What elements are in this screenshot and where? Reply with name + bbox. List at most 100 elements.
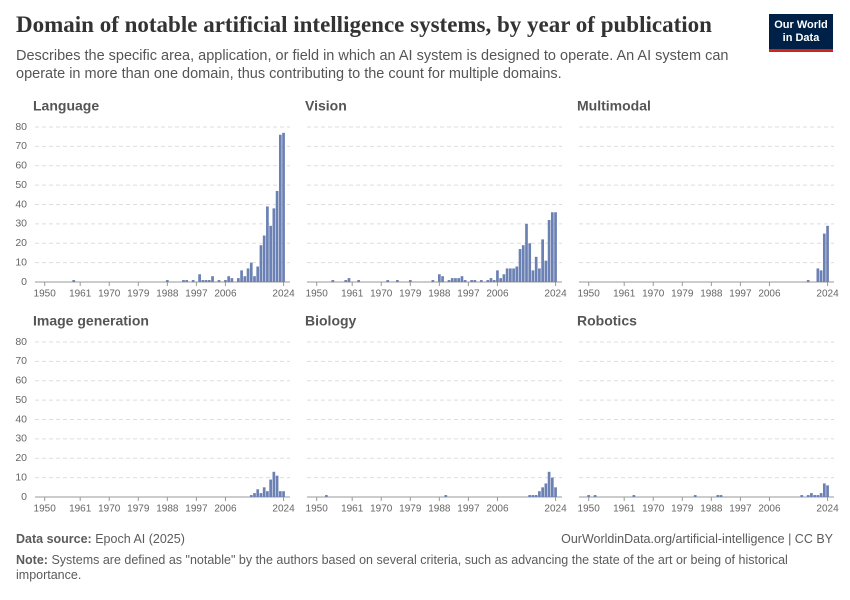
- bar: [499, 278, 503, 282]
- bar: [826, 225, 829, 282]
- bar: [538, 491, 541, 497]
- bar: [554, 212, 557, 282]
- x-tick-label: 2006: [486, 289, 509, 300]
- x-tick-label: 1979: [127, 504, 150, 515]
- y-tick-label: 10: [15, 471, 27, 483]
- bar: [262, 487, 266, 497]
- x-tick-label: 2024: [544, 504, 567, 515]
- bar: [447, 280, 451, 282]
- bar: [819, 270, 823, 282]
- x-tick-label: 1950: [578, 289, 601, 300]
- bar: [272, 208, 276, 282]
- x-tick-label: 1997: [457, 289, 480, 300]
- bar: [246, 268, 250, 282]
- bar: [278, 491, 282, 497]
- source-text: Epoch AI (2025): [95, 532, 185, 546]
- x-tick-label: 1997: [729, 504, 752, 515]
- bar: [460, 276, 464, 282]
- x-tick-label: 1988: [700, 504, 723, 515]
- charts: Language 0 10 20 30 40 50 60 70 80 1950 1961 1970 197…: [15, 98, 839, 515]
- x-tick-label: 2006: [214, 504, 237, 515]
- x-tick-label: 1961: [613, 504, 636, 515]
- bar: [201, 280, 205, 282]
- y-tick-label: 40: [15, 413, 27, 425]
- bar: [282, 491, 285, 497]
- x-tick-label: 1979: [127, 289, 150, 300]
- x-tick-label: 1997: [185, 289, 208, 300]
- bar: [518, 249, 522, 282]
- bar: [806, 495, 810, 497]
- y-tick-label: 0: [21, 491, 27, 503]
- bar: [262, 235, 266, 282]
- x-tick-label: 1961: [69, 504, 92, 515]
- bar: [272, 471, 276, 497]
- bar: [632, 495, 636, 497]
- bar: [544, 260, 548, 282]
- x-tick-label: 1950: [578, 504, 601, 515]
- y-tick-label: 60: [15, 375, 27, 387]
- bar: [816, 268, 820, 282]
- bar: [240, 270, 243, 282]
- bar: [541, 487, 544, 497]
- x-tick-label: 1979: [671, 289, 694, 300]
- bar: [587, 495, 591, 497]
- x-tick-label: 2024: [272, 289, 295, 300]
- bar: [450, 278, 454, 282]
- bar: [266, 491, 269, 497]
- bar: [457, 278, 461, 282]
- bar: [800, 495, 804, 497]
- x-tick-label: 1970: [98, 504, 121, 515]
- bar: [531, 270, 535, 282]
- bar: [550, 212, 554, 282]
- bar: [347, 278, 351, 282]
- x-tick-label: 1988: [156, 504, 179, 515]
- bar: [521, 245, 525, 282]
- bar: [806, 280, 810, 282]
- bar: [534, 495, 538, 497]
- bar: [266, 206, 269, 282]
- title: Domain of notable artificial intelligenc…: [16, 12, 712, 37]
- x-tick-label: 1988: [700, 289, 723, 300]
- bar: [408, 280, 412, 282]
- bar: [185, 280, 189, 282]
- x-tick-label: 1997: [729, 289, 752, 300]
- y-tick-label: 40: [15, 198, 27, 210]
- subtitle: Describes the specific area, application…: [16, 48, 729, 82]
- bar: [249, 262, 253, 282]
- bar: [441, 276, 444, 282]
- bar: [693, 495, 697, 497]
- panel-title: Language: [33, 98, 99, 114]
- bar: [237, 278, 240, 282]
- source: Data source: Epoch AI (2025): [16, 532, 185, 546]
- bar: [191, 280, 195, 282]
- bar: [512, 268, 515, 282]
- bar: [211, 276, 214, 282]
- y-tick-label: 60: [15, 160, 27, 172]
- bar: [217, 280, 221, 282]
- bar: [331, 280, 335, 282]
- bar: [547, 471, 551, 497]
- bar: [822, 233, 826, 282]
- bar: [278, 134, 282, 282]
- y-tick-label: 80: [15, 336, 27, 348]
- y-tick-label: 30: [15, 433, 27, 445]
- x-tick-label: 1970: [642, 504, 665, 515]
- bar: [463, 280, 467, 282]
- bar: [550, 477, 554, 497]
- x-tick-label: 1970: [370, 289, 393, 300]
- bar: [253, 493, 256, 497]
- bar: [243, 276, 247, 282]
- bar: [396, 280, 399, 282]
- logo[interactable]: Our World in Data: [769, 14, 833, 52]
- x-tick-label: 1988: [428, 289, 451, 300]
- url[interactable]: OurWorldinData.org/artificial-intelligen…: [561, 532, 833, 546]
- bar: [593, 495, 597, 497]
- bar: [344, 280, 348, 282]
- bar: [554, 487, 557, 497]
- x-tick-label: 1950: [306, 289, 329, 300]
- bar: [492, 280, 496, 282]
- bar: [259, 493, 263, 497]
- bar: [810, 493, 813, 497]
- bar: [198, 274, 201, 282]
- x-tick-label: 1950: [34, 289, 57, 300]
